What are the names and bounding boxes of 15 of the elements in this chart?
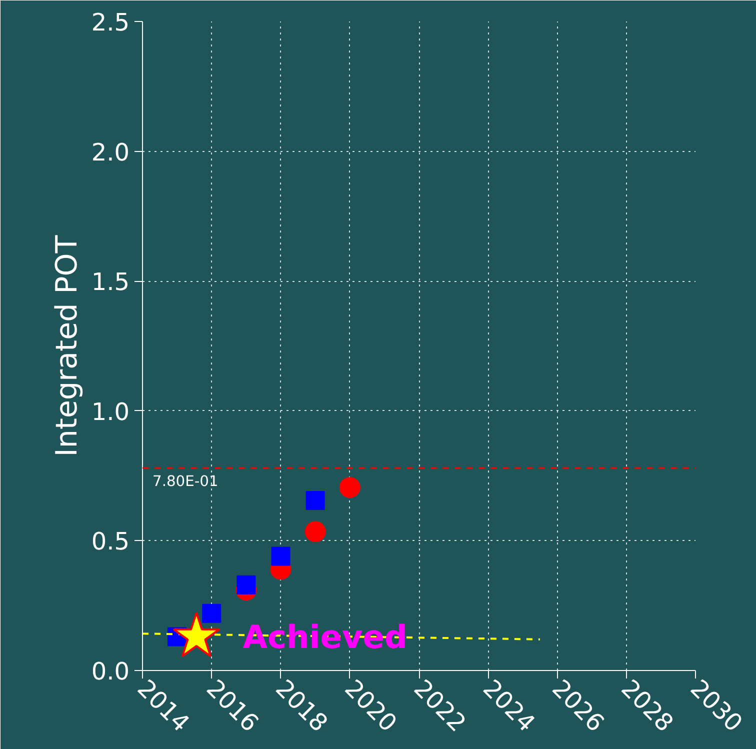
y-tick-label: 2.5 bbox=[91, 8, 130, 36]
y-tick-label: 1.5 bbox=[91, 268, 130, 296]
point bbox=[306, 490, 325, 510]
y-tick-label: 0.0 bbox=[91, 658, 130, 686]
ref-line-label: 7.80E-01 bbox=[152, 473, 218, 490]
point bbox=[339, 477, 360, 498]
y-tick-label: 2.0 bbox=[91, 138, 130, 166]
point bbox=[236, 575, 256, 594]
y-tick-label: 1.0 bbox=[91, 398, 130, 426]
point bbox=[271, 546, 290, 566]
point bbox=[304, 521, 326, 542]
y-tick-label: 0.5 bbox=[91, 528, 130, 556]
annotation: Achieved bbox=[242, 618, 408, 656]
point bbox=[202, 604, 222, 623]
y-axis-title: Integrated POT bbox=[49, 235, 84, 457]
